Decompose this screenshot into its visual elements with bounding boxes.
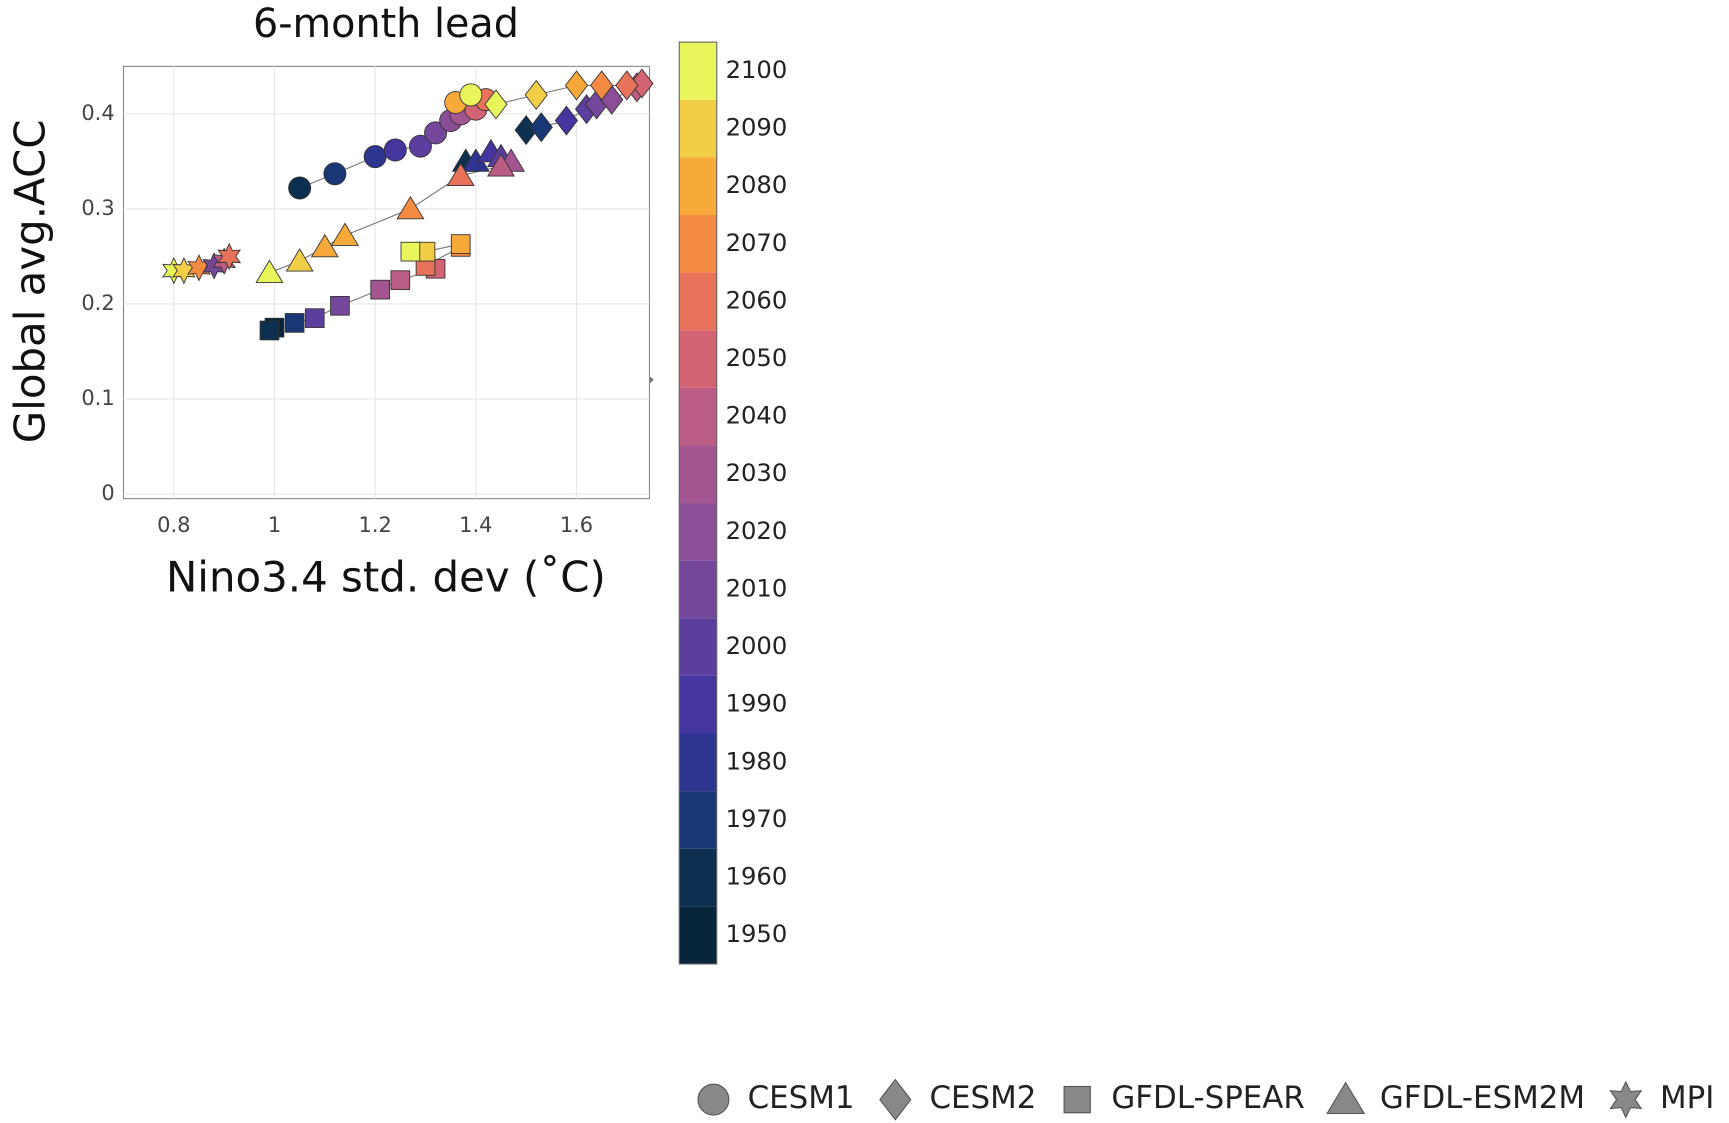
legend-marker: [1063, 1085, 1091, 1114]
colorbar-tick-label: 2040: [726, 401, 788, 430]
data-point: [564, 70, 589, 101]
x-axis-label: Nino3.4 std. dev (˚C): [166, 553, 606, 602]
colorbar-segment: [679, 330, 717, 388]
data-point: [529, 112, 553, 143]
legend-label: CESM2: [930, 1080, 1037, 1116]
colorbar-tick-label: 2000: [726, 631, 788, 660]
data-point: [630, 68, 654, 99]
data-point: [217, 242, 242, 271]
data-point: [459, 83, 483, 107]
colorbar-tick-label: 2030: [726, 458, 788, 487]
x-tick-label: 1.2: [359, 513, 392, 537]
colorbar-segment: [679, 906, 717, 964]
legend-marker: [1326, 1081, 1366, 1115]
colorbar-segment: [679, 272, 717, 331]
legend-label: GFDL-ESM2M: [1380, 1080, 1585, 1116]
chart-title: 6-month lead: [253, 1, 519, 47]
y-axis-label: Global avg.ACC: [6, 120, 55, 444]
data-point: [288, 176, 312, 200]
colorbar-segment: [679, 214, 717, 273]
data-point: [450, 234, 471, 254]
colorbar-segment: [679, 445, 717, 504]
colorbar-tick-label: 1950: [726, 919, 788, 948]
data-point: [330, 222, 359, 246]
colorbar-segment: [679, 157, 717, 215]
legend-label: GFDL-SPEAR: [1111, 1080, 1304, 1116]
data-point: [446, 162, 475, 187]
colorbar-segment: [679, 503, 717, 561]
legend-marker: [879, 1078, 912, 1121]
data-point: [383, 138, 407, 162]
colorbar-frame: [678, 41, 718, 965]
data-point: [400, 241, 421, 262]
x-tick-label: 1: [268, 513, 281, 537]
legend-label: CESM1: [748, 1080, 855, 1116]
colorbar-tick-label: 2090: [726, 113, 788, 142]
data-point: [590, 70, 614, 101]
colorbar-tick-label: 1980: [726, 746, 788, 775]
colorbar-tick-label: 2010: [726, 573, 788, 602]
y-tick-label: 0: [101, 481, 114, 505]
data-point: [304, 308, 325, 328]
data-point: [554, 105, 579, 136]
data-point: [310, 233, 339, 258]
colorbar-tick-label: 2050: [726, 343, 788, 372]
colorbar-segment: [679, 618, 717, 676]
data-point: [484, 89, 508, 120]
colorbar-segment: [679, 675, 717, 734]
colorbar-tick-label: 2060: [726, 285, 788, 314]
colorbar-segment: [679, 99, 717, 158]
y-tick-label: 0.4: [81, 101, 114, 125]
data-point: [424, 121, 448, 145]
colorbar-segment: [679, 791, 717, 849]
data-point: [486, 153, 516, 177]
y-tick-label: 0.2: [81, 291, 114, 315]
data-point: [370, 279, 391, 300]
data-point: [363, 145, 387, 169]
colorbar-segment: [679, 848, 717, 907]
data-point: [408, 134, 432, 158]
legend-marker: [697, 1083, 730, 1116]
y-tick-label: 0.1: [81, 386, 114, 410]
colorbar-tick-label: 1990: [726, 689, 788, 718]
data-point: [390, 270, 411, 290]
data-point: [284, 313, 305, 333]
colorbar-segment: [679, 387, 717, 446]
data-point: [396, 195, 425, 220]
colorbar-tick-label: 2020: [726, 516, 788, 545]
colorbar-tick-label: 2100: [726, 55, 788, 84]
colorbar-segment: [679, 42, 717, 100]
data-point: [255, 259, 284, 283]
x-tick-label: 1.4: [459, 513, 492, 537]
y-tick-label: 0.3: [81, 196, 114, 220]
colorbar-segment: [679, 560, 717, 619]
data-point: [259, 320, 280, 341]
colorbar-tick-label: 1970: [726, 804, 788, 833]
colorbar-tick-label: 1960: [726, 862, 788, 891]
data-point: [285, 248, 314, 272]
colorbar-segment: [679, 733, 717, 792]
data-point: [323, 162, 347, 186]
colorbar-tick-label: 2070: [726, 228, 788, 257]
x-tick-label: 0.8: [157, 513, 190, 537]
colorbar-tick-label: 2080: [726, 170, 788, 199]
data-point: [330, 295, 350, 316]
legend-marker: [1609, 1080, 1643, 1119]
legend-label: MPI: [1660, 1080, 1714, 1116]
x-tick-label: 1.6: [560, 513, 593, 537]
data-point: [615, 70, 639, 101]
data-point: [524, 79, 548, 110]
